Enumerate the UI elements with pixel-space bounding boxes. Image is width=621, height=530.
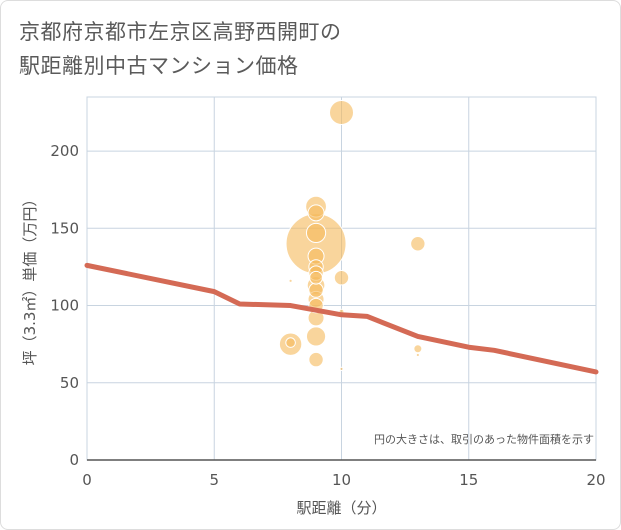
y-axis-label: 坪（3.3㎡）単価（万円） [21,192,39,366]
chart-title-line2: 駅距離別中古マンション価格 [19,54,299,78]
bubble-23 [413,344,423,354]
bubble-24 [415,352,420,358]
bubble-16 [333,270,350,286]
bubble-size-note: 円の大きさは、取引のあった物件面積を示す [374,432,594,446]
bubble-18 [339,366,344,371]
bubbles [278,99,426,371]
bubble-8 [309,270,323,285]
y-tick-label-100: 100 [50,297,79,315]
chart-title: 京都府京都市左京区高野西開町の 駅距離別中古マンション価格 [19,15,439,83]
x-axis-label: 駅距離（分） [296,499,386,517]
grid [86,96,597,461]
bubble-21 [285,337,296,348]
y-tick-label-200: 200 [50,142,79,160]
y-tick-label-0: 0 [69,451,79,469]
x-tick-label-10: 10 [332,471,351,489]
trend-line-group [84,262,599,375]
trend-line [84,262,599,375]
bubble-3 [305,222,327,244]
bubble-0 [329,99,354,125]
x-tick-label-20: 20 [586,471,605,489]
bubble-14 [305,326,327,347]
bubble-22 [410,236,426,252]
bubble-15 [308,351,324,368]
chart-title-line1: 京都府京都市左京区高野西開町の [19,20,342,44]
bubble-19 [288,278,293,283]
y-tick-label-50: 50 [60,374,79,392]
bubble-10 [308,282,324,298]
bubble-2 [307,204,325,222]
x-tick-label-0: 0 [82,471,92,489]
y-tick-label-150: 150 [50,219,79,237]
x-tick-label-15: 15 [459,471,478,489]
x-tick-label-5: 5 [209,471,219,489]
